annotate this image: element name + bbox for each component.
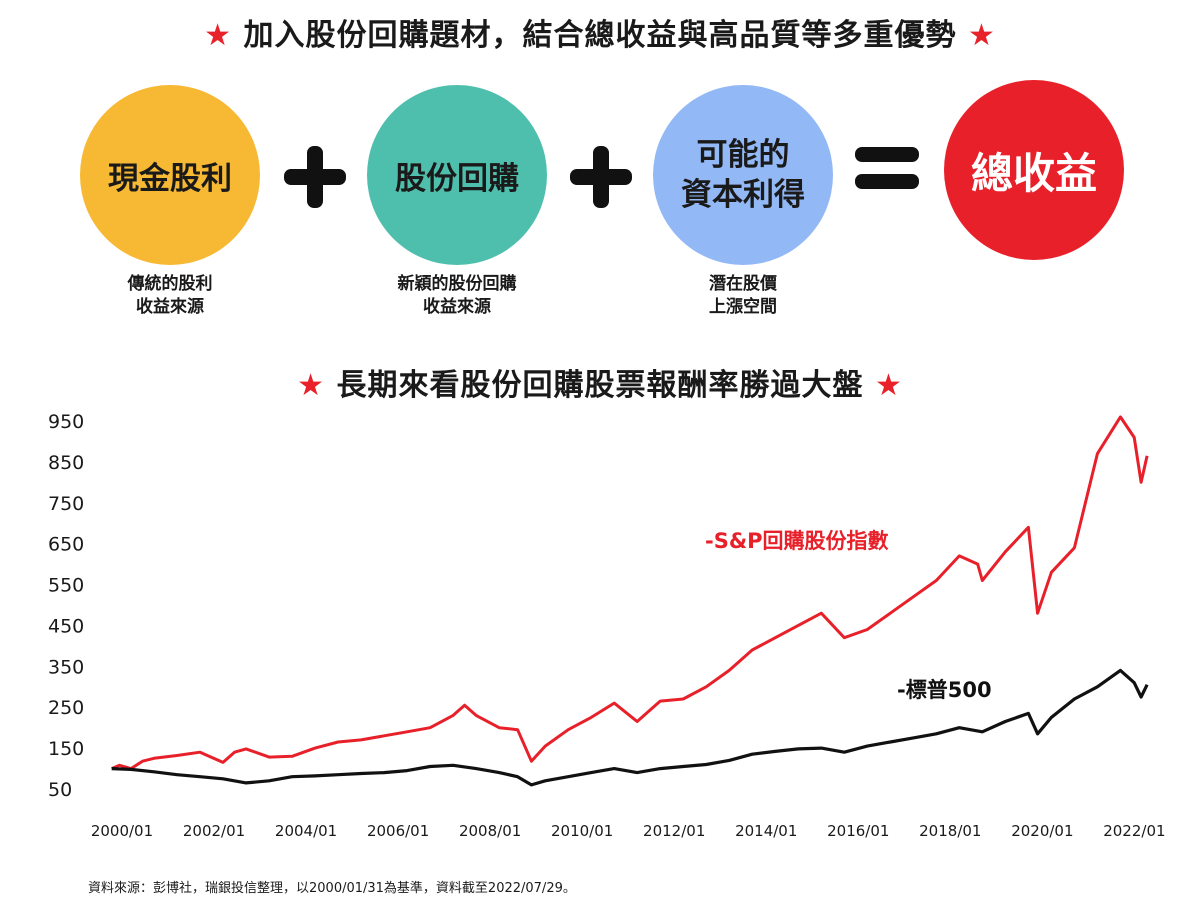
y-tick-label: 250: [48, 697, 84, 719]
y-tick-label: 650: [48, 534, 84, 556]
series-line-buyback-index: [111, 415, 1149, 771]
x-tick-label: 2012/01: [643, 822, 705, 840]
y-tick-label: 350: [48, 656, 84, 678]
x-tick-label: 2010/01: [551, 822, 613, 840]
x-tick-label: 2022/01: [1103, 822, 1165, 840]
circle-cash-dividend: 現金股利: [80, 85, 260, 265]
x-tick-label: 2002/01: [183, 822, 245, 840]
y-axis-ticks: 950 850 750 650 550 450 350 250 150 50: [48, 411, 84, 801]
y-tick-label: 750: [48, 493, 84, 515]
y-tick-label: 850: [48, 452, 84, 474]
x-tick-label: 2020/01: [1011, 822, 1073, 840]
circle-total-return: 總收益: [944, 80, 1124, 260]
equals-icon: [855, 143, 919, 193]
caption-line: 上漲空間: [709, 297, 777, 317]
caption-capital: 潛在股價 上漲空間: [633, 273, 853, 319]
caption-line: 傳統的股利: [127, 274, 213, 294]
x-tick-label: 2018/01: [919, 822, 981, 840]
star-icon: ★: [874, 368, 903, 403]
capital-gain-label: 可能的 資本利得: [681, 135, 805, 215]
plus-icon: [284, 146, 346, 208]
caption-dividend: 傳統的股利 收益來源: [60, 273, 280, 319]
caption-buyback: 新穎的股份回購 收益來源: [347, 273, 567, 319]
headline-chart: ★ 長期來看股份回購股票報酬率勝過大盤 ★: [0, 360, 1200, 404]
star-icon: ★: [297, 368, 326, 403]
y-tick-label: 450: [48, 615, 84, 637]
series-label-buyback-index: -S&P回購股份指數: [705, 529, 889, 553]
x-tick-label: 2008/01: [459, 822, 521, 840]
circle-capital-gain: 可能的 資本利得: [653, 85, 833, 265]
x-tick-label: 2000/01: [91, 822, 153, 840]
x-tick-label: 2004/01: [275, 822, 337, 840]
circle-buyback: 股份回購: [367, 85, 547, 265]
total-return-label: 總收益: [970, 148, 1097, 198]
star-icon: ★: [204, 18, 233, 53]
y-tick-label: 50: [48, 779, 72, 801]
caption-line: 新穎的股份回購: [397, 274, 517, 294]
x-tick-label: 2006/01: [367, 822, 429, 840]
headline-top-text: 加入股份回購題材，結合總收益與高品質等多重優勢: [243, 18, 957, 53]
capital-gain-line-1: 可能的: [696, 137, 790, 173]
star-icon: ★: [967, 18, 996, 53]
caption-line: 收益來源: [423, 297, 491, 317]
series-label-sp500: -標普500: [897, 678, 992, 702]
headline-chart-text: 長期來看股份回購股票報酬率勝過大盤: [336, 368, 864, 403]
series-lines: [111, 415, 1149, 787]
buyback-label: 股份回購: [395, 160, 519, 197]
x-tick-label: 2016/01: [827, 822, 889, 840]
source-note: 資料來源：彭博社，瑞銀投信整理，以2000/01/31為基準，資料截至2022/…: [88, 881, 576, 896]
y-tick-label: 950: [48, 411, 84, 433]
caption-line: 潛在股價: [709, 274, 777, 294]
y-tick-label: 150: [48, 738, 84, 760]
series-line-sp500: [111, 668, 1149, 787]
y-tick-label: 550: [48, 575, 84, 597]
x-axis-ticks: 2000/01 2002/01 2004/01 2006/01 2008/01 2010/…: [91, 822, 1166, 840]
cash-dividend-label: 現金股利: [108, 160, 232, 197]
capital-gain-line-2: 資本利得: [681, 177, 805, 213]
headline-top: ★ 加入股份回購題材，結合總收益與高品質等多重優勢 ★: [0, 10, 1200, 54]
x-tick-label: 2014/01: [735, 822, 797, 840]
plus-icon: [570, 146, 632, 208]
caption-line: 收益來源: [136, 297, 204, 317]
